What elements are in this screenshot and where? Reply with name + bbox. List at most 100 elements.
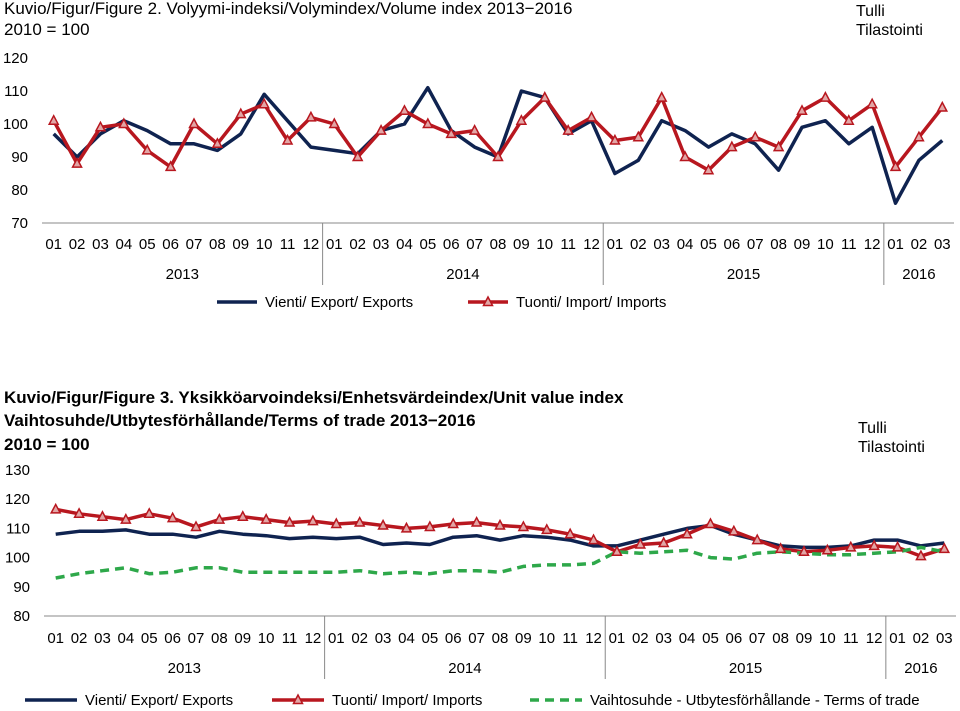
data-point: [655, 90, 668, 102]
data-point: [891, 540, 904, 552]
data-point: [564, 527, 576, 539]
data-point: [94, 120, 107, 132]
figure-3-panel: Kuvio/Figur/Figure 3. Yksikköarvoindeksi…: [0, 386, 960, 711]
year-label: 2015: [729, 660, 762, 677]
data-point: [445, 127, 457, 139]
data-point: [96, 510, 109, 521]
data-point: [634, 537, 647, 549]
x-tick-label: 09: [513, 236, 530, 253]
data-point: [281, 133, 294, 145]
y-tick-label: 90: [11, 149, 28, 166]
data-point: [494, 518, 506, 530]
x-tick-label: 06: [162, 236, 179, 253]
data-point: [143, 507, 155, 519]
x-tick-label: 05: [700, 236, 717, 253]
x-tick-label: 05: [139, 236, 156, 253]
x-tick-label: 01: [607, 236, 624, 253]
year-label: 2015: [727, 266, 760, 283]
data-point: [120, 513, 132, 524]
x-tick-label: 09: [794, 236, 811, 253]
x-tick-label: 02: [632, 630, 649, 647]
data-point: [728, 524, 740, 536]
x-tick-label: 06: [445, 630, 462, 647]
x-tick-label: 02: [911, 236, 928, 253]
y-tick-label: 120: [3, 50, 28, 67]
data-point: [726, 140, 738, 152]
y-tick-label: 80: [13, 608, 30, 625]
x-tick-label: 10: [536, 236, 553, 253]
data-point: [702, 163, 715, 175]
x-tick-label: 01: [609, 630, 626, 647]
x-tick-label: 05: [702, 630, 719, 647]
x-tick-label: 03: [653, 236, 670, 253]
x-tick-label: 10: [819, 630, 836, 647]
data-point: [470, 515, 483, 527]
data-point: [400, 521, 413, 533]
data-point: [307, 514, 319, 526]
x-tick-label: 04: [396, 236, 413, 253]
x-tick-label: 03: [934, 236, 951, 253]
data-point: [166, 511, 179, 523]
x-tick-label: 06: [443, 236, 460, 253]
data-point: [611, 545, 623, 557]
x-tick-label: 01: [889, 630, 906, 647]
data-point: [819, 90, 832, 102]
x-tick-label: 01: [887, 236, 904, 253]
data-point: [796, 104, 808, 116]
data-point: [71, 156, 83, 168]
figure-2-source: Tulli Tilastointi: [856, 2, 923, 40]
year-label: 2013: [166, 266, 199, 283]
data-point: [843, 114, 855, 125]
x-tick-label: 11: [282, 630, 298, 647]
data-point: [49, 502, 62, 514]
data-point: [375, 123, 387, 135]
data-point: [913, 130, 925, 142]
figure-2-title: Kuvio/Figur/Figure 2. Volyymi-indeksi/Vo…: [4, 0, 573, 18]
legend-marker: [482, 295, 494, 307]
data-point: [632, 130, 645, 142]
legend-label: Vienti/ Export/ Exports: [85, 692, 233, 709]
x-tick-label: 05: [420, 236, 437, 253]
x-tick-label: 09: [515, 630, 532, 647]
y-tick-label: 110: [6, 520, 30, 537]
source-line-1: Tulli: [858, 420, 887, 437]
data-point: [915, 549, 927, 561]
y-tick-label: 70: [11, 215, 28, 232]
x-tick-label: 03: [936, 630, 953, 647]
data-point: [260, 513, 272, 524]
x-tick-label: 08: [209, 236, 226, 253]
x-tick-label: 12: [864, 236, 881, 253]
x-tick-label: 01: [47, 630, 64, 647]
x-tick-label: 12: [866, 630, 883, 647]
legend-label: Vienti/ Export/ Exports: [265, 294, 413, 311]
data-point: [821, 543, 834, 555]
y-tick-label: 100: [5, 550, 30, 567]
x-tick-label: 07: [747, 236, 764, 253]
data-point: [845, 540, 857, 552]
x-tick-label: 11: [280, 236, 296, 253]
x-tick-label: 04: [677, 236, 694, 253]
data-point: [377, 518, 389, 530]
data-point: [398, 104, 411, 116]
x-tick-label: 11: [841, 236, 857, 253]
data-point: [751, 533, 763, 545]
x-tick-label: 08: [490, 236, 507, 253]
data-point: [587, 533, 600, 545]
data-point: [190, 520, 202, 532]
year-label: 2014: [446, 266, 479, 283]
x-tick-label: 07: [188, 630, 205, 647]
data-point: [562, 123, 574, 135]
data-point: [609, 133, 621, 145]
x-tick-label: 03: [373, 236, 390, 253]
data-point: [164, 160, 177, 172]
x-tick-label: 08: [770, 236, 787, 253]
data-point: [798, 545, 810, 557]
x-tick-label: 03: [92, 236, 109, 253]
legend-label: Vaihtosuhde - Utbytesförhållande - Terms…: [590, 692, 920, 709]
x-tick-label: 02: [69, 236, 86, 253]
year-label: 2014: [448, 660, 481, 677]
data-point: [492, 150, 504, 162]
data-point: [468, 123, 481, 135]
